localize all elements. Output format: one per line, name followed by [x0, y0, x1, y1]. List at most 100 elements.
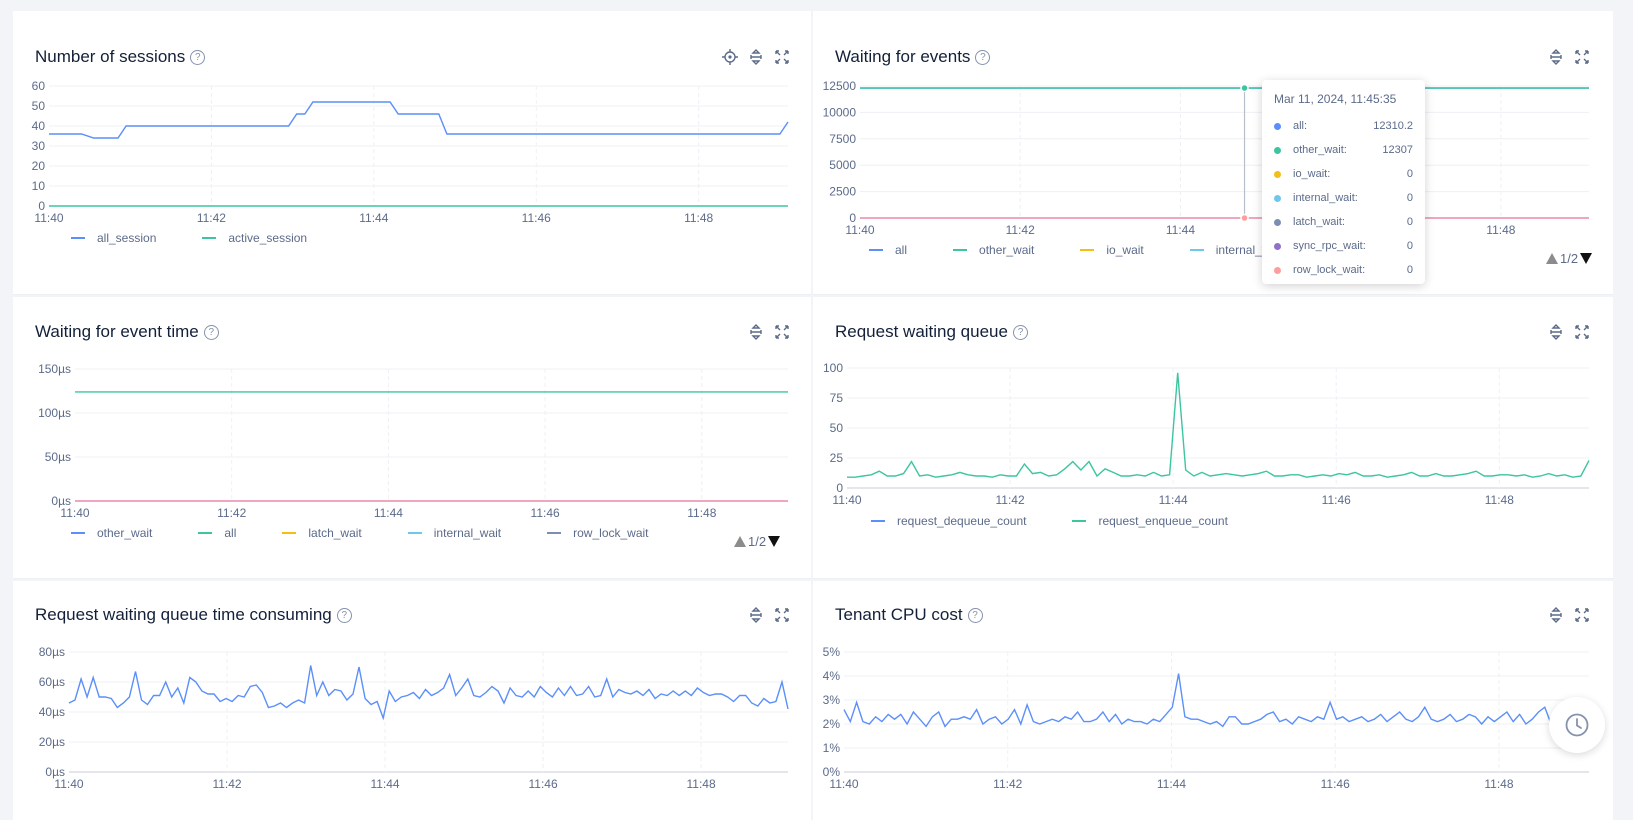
- y-tick-label: 60µs: [39, 675, 65, 689]
- y-tick-label: 0%: [823, 765, 841, 779]
- tooltip-series-value: 12307: [1382, 144, 1413, 156]
- x-tick-label: 11:44: [359, 211, 388, 225]
- legend-all[interactable]: all: [198, 526, 236, 540]
- pager-text: 1/2: [1560, 251, 1579, 266]
- legend-label: other_wait: [979, 243, 1035, 257]
- expand-icon[interactable]: [1574, 49, 1590, 65]
- y-tick-label: 0: [849, 211, 856, 225]
- history-button[interactable]: [1549, 697, 1605, 753]
- legend-io-wait[interactable]: io_wait: [1080, 243, 1144, 257]
- x-tick-label: 11:48: [1486, 223, 1515, 237]
- move-icon[interactable]: [748, 49, 764, 65]
- y-tick-label: 20µs: [39, 735, 65, 749]
- pager-up-icon[interactable]: [1546, 253, 1558, 264]
- y-tick-label: 30: [32, 139, 46, 153]
- chart-queue-time: 0µs 20µs 40µs 60µs 80µs 11:40 11:42 11:44 11:46 1…: [39, 645, 789, 791]
- legend-all-session[interactable]: all_session: [71, 231, 156, 245]
- x-tick-label: 11:44: [370, 777, 399, 791]
- panel-queue: Request waiting queue ? 0 25 50 75 100 11:40 1…: [813, 297, 1613, 579]
- question-icon[interactable]: ?: [975, 49, 991, 65]
- y-tick-label: 2%: [823, 717, 841, 731]
- legend-all[interactable]: all: [869, 243, 907, 257]
- x-tick-label: 11:44: [1159, 493, 1188, 507]
- x-tick-label: 11:40: [845, 223, 874, 237]
- tooltip-series-name: all:: [1293, 120, 1308, 132]
- legend-swatch: [282, 532, 297, 534]
- expand-icon[interactable]: [774, 49, 790, 65]
- y-tick-label: 5000: [829, 158, 856, 172]
- y-tick-label: 50: [830, 421, 844, 435]
- chart-queue: 0 25 50 75 100 11:40 11:42 11:44 11:46 11:48: [823, 361, 1590, 507]
- x-tick-label: 11:48: [1484, 777, 1513, 791]
- y-tick-label: 12500: [823, 79, 857, 93]
- legend-label: request_enqueue_count: [1098, 514, 1228, 528]
- legend-other-wait[interactable]: other_wait: [71, 526, 152, 540]
- y-tick-label: 40: [32, 119, 46, 133]
- tooltip-series-name: row_lock_wait:: [1293, 264, 1366, 276]
- question-icon[interactable]: ?: [190, 49, 206, 65]
- tooltip-series-value: 0: [1406, 192, 1413, 204]
- move-icon[interactable]: [1548, 49, 1564, 65]
- tooltip-row: other_wait: 12307: [1274, 138, 1413, 162]
- x-tick-label: 11:42: [212, 777, 241, 791]
- legend-row-lock-wait[interactable]: row_lock_wait: [547, 526, 649, 540]
- pager-down-icon[interactable]: [768, 536, 781, 547]
- panel-events: Waiting for events ? 0 2500 5000 7500 10000 1…: [813, 11, 1613, 295]
- x-tick-label: 11:42: [996, 493, 1025, 507]
- legend-request-enqueue-count[interactable]: request_enqueue_count: [1072, 514, 1228, 528]
- legend-latch-wait[interactable]: latch_wait: [282, 526, 362, 540]
- chart-sessions: 0 10 20 30 40 50 60 11:40 11:42 11:44 11:46 11:48: [32, 79, 789, 225]
- y-tick-label: 0: [38, 199, 45, 213]
- tooltip-series-name: io_wait:: [1293, 168, 1331, 180]
- question-icon[interactable]: ?: [1012, 324, 1028, 340]
- expand-icon[interactable]: [774, 324, 790, 340]
- expand-icon[interactable]: [774, 607, 790, 623]
- tooltip-series-value: 0: [1406, 216, 1413, 228]
- y-tick-label: 1%: [823, 741, 841, 755]
- y-tick-label: 50: [32, 99, 46, 113]
- y-tick-label: 2500: [829, 185, 856, 199]
- y-tick-label: 60: [32, 79, 46, 93]
- question-icon[interactable]: ?: [336, 607, 352, 623]
- pager-down-icon[interactable]: [1580, 253, 1593, 264]
- x-tick-label: 11:42: [993, 777, 1022, 791]
- x-tick-label: 11:42: [1006, 223, 1035, 237]
- panel-title-text: Number of sessions: [35, 47, 186, 66]
- tooltip-series-value: 0: [1406, 264, 1413, 276]
- y-tick-label: 75: [830, 391, 844, 405]
- tooltip-row: row_lock_wait: 0: [1274, 258, 1413, 282]
- move-icon[interactable]: [1548, 607, 1564, 623]
- legend-active-session[interactable]: active_session: [202, 231, 307, 245]
- x-tick-label: 11:46: [528, 777, 557, 791]
- panel-queue-time: Request waiting queue time consuming ? 0…: [13, 581, 811, 820]
- move-icon[interactable]: [748, 324, 764, 340]
- legend-label: all_session: [97, 231, 157, 245]
- legend-request-dequeue-count[interactable]: request_dequeue_count: [871, 514, 1026, 528]
- panel-sessions: Number of sessions ? 0 10 20 30 40 50 60 11:40 1…: [13, 11, 811, 295]
- panel-title: Waiting for events ?: [835, 47, 991, 67]
- legend-pager: 1/2: [734, 534, 781, 549]
- tooltip-dot: [1274, 266, 1281, 274]
- tooltip-row: latch_wait: 0: [1274, 210, 1413, 234]
- legend-label: all: [224, 526, 237, 540]
- y-tick-label: 100: [823, 361, 843, 375]
- chart-cpu: 0% 1% 2% 3% 4% 5% 11:40 11:42 11:44 11:46 11:48: [823, 645, 1590, 791]
- legend-swatch: [1072, 520, 1087, 522]
- pager-up-icon[interactable]: [734, 536, 746, 547]
- question-icon[interactable]: ?: [967, 607, 983, 623]
- move-icon[interactable]: [1548, 324, 1564, 340]
- question-icon[interactable]: ?: [203, 324, 219, 340]
- legend-swatch: [407, 532, 422, 534]
- crosshair-icon[interactable]: [722, 49, 738, 65]
- legend-other-wait[interactable]: other_wait: [953, 243, 1034, 257]
- series-line-cpu: [843, 673, 1590, 728]
- x-tick-label: 11:48: [687, 777, 716, 791]
- legend-swatch: [1189, 249, 1204, 251]
- panel-title: Request waiting queue ?: [835, 322, 1028, 342]
- legend-internal-wait[interactable]: internal_wait: [407, 526, 501, 540]
- panel-title: Request waiting queue time consuming ?: [35, 605, 352, 625]
- x-tick-label: 11:46: [1322, 493, 1351, 507]
- expand-icon[interactable]: [1574, 324, 1590, 340]
- move-icon[interactable]: [748, 607, 764, 623]
- expand-icon[interactable]: [1574, 607, 1590, 623]
